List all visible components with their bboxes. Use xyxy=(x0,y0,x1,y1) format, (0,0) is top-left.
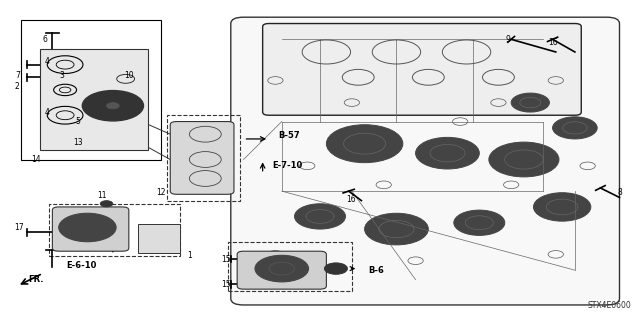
Text: 7: 7 xyxy=(15,71,20,80)
Text: 10: 10 xyxy=(124,71,134,80)
FancyBboxPatch shape xyxy=(52,207,129,251)
Circle shape xyxy=(255,255,308,282)
Circle shape xyxy=(294,204,346,229)
Text: 15: 15 xyxy=(221,280,230,289)
Text: B-6: B-6 xyxy=(368,266,383,275)
Text: 4: 4 xyxy=(45,108,50,116)
Text: 16: 16 xyxy=(346,195,355,204)
Text: E-7-10: E-7-10 xyxy=(272,161,303,170)
Text: 4: 4 xyxy=(45,57,50,66)
Text: 14: 14 xyxy=(31,155,41,164)
FancyBboxPatch shape xyxy=(170,122,234,194)
Text: 15: 15 xyxy=(221,255,230,263)
Text: 16: 16 xyxy=(548,38,557,47)
Circle shape xyxy=(511,93,549,112)
FancyBboxPatch shape xyxy=(138,224,180,253)
Circle shape xyxy=(365,213,428,245)
Circle shape xyxy=(489,142,559,177)
FancyBboxPatch shape xyxy=(237,251,326,289)
Circle shape xyxy=(106,103,119,109)
FancyBboxPatch shape xyxy=(40,49,148,150)
Circle shape xyxy=(552,117,597,139)
Text: B-57: B-57 xyxy=(278,131,300,140)
Text: 6: 6 xyxy=(42,35,47,44)
FancyBboxPatch shape xyxy=(231,17,620,305)
Circle shape xyxy=(324,263,348,274)
Text: 13: 13 xyxy=(73,137,83,147)
Text: 1: 1 xyxy=(187,251,192,260)
Text: 17: 17 xyxy=(15,223,24,232)
Text: STX4E0600: STX4E0600 xyxy=(588,301,631,310)
Text: 5: 5 xyxy=(76,117,80,126)
Text: 3: 3 xyxy=(60,71,65,80)
Circle shape xyxy=(100,201,113,207)
Text: 8: 8 xyxy=(617,188,622,197)
Bar xyxy=(20,20,161,160)
Circle shape xyxy=(415,137,479,169)
Text: FR.: FR. xyxy=(29,275,44,284)
Circle shape xyxy=(83,91,143,121)
Circle shape xyxy=(59,213,116,242)
Text: E-6-10: E-6-10 xyxy=(66,261,96,270)
Text: 2: 2 xyxy=(15,82,20,91)
Text: 11: 11 xyxy=(97,191,107,200)
Circle shape xyxy=(454,210,505,235)
Text: 9: 9 xyxy=(506,35,511,44)
Text: 12: 12 xyxy=(156,188,166,197)
Circle shape xyxy=(534,193,591,221)
FancyBboxPatch shape xyxy=(262,24,581,115)
Circle shape xyxy=(326,125,403,163)
